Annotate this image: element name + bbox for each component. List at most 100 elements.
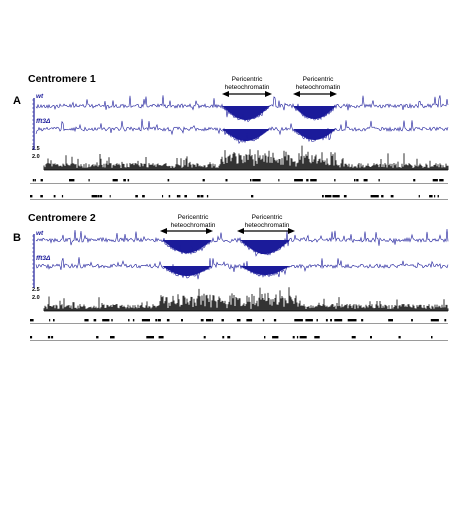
panel-b-annotation-row-1-block <box>325 319 328 322</box>
panel-a-wt-trace <box>35 95 449 123</box>
panel-b-annotation-row-1-block <box>246 319 253 322</box>
panel-a-annotation-row-2-block <box>418 195 420 198</box>
panel-b-region-1-arrow-head-left <box>160 228 167 234</box>
panel-a-coverage <box>43 145 449 170</box>
panel-a-annotation-row-2-block <box>91 195 98 198</box>
panel-b-tick-bottom: 2.0 <box>32 295 40 301</box>
panel-a-annotation-row-1-block <box>310 179 317 182</box>
panel-a-title: Centromere 1 <box>28 73 96 85</box>
panel-b-annotation-row-2-block <box>222 336 225 339</box>
panel-b-coverage <box>43 287 449 311</box>
panel-a-annotation-row-2-block <box>30 195 33 198</box>
panel-a-annotation-row-2-block <box>324 195 332 198</box>
panel-a-annotation-row-2-block <box>109 195 111 198</box>
panel-a-region-2-arrow-head-left <box>293 91 300 97</box>
panel-a-region-1-arrow-head-right <box>265 91 272 97</box>
panel-a-annotation-row-2-block <box>168 195 171 198</box>
panel-b-annotation-row-1-block <box>93 319 97 322</box>
panel-a-annotation-row-1-block <box>413 179 416 182</box>
panel-a-annotation-row-1-block <box>356 179 359 182</box>
panel-b-annotation-row-1-block <box>262 319 265 322</box>
panel-a-annotation-row-1-block <box>69 179 75 182</box>
panel-b-annotation-row-1-block <box>305 319 313 322</box>
panel-b-annotation-row-2-block <box>264 336 266 339</box>
panel-b-annotation-row-1-block <box>444 319 447 322</box>
panel-b-region-2-label: Pericentric heteochromatin <box>227 214 307 230</box>
panel-a-annotation-row-2-block <box>437 195 439 198</box>
panel-a-annotation-row-2-block <box>200 195 204 198</box>
panel-a-annotation-row-1-block <box>40 179 43 182</box>
panel-b-annotation-row-1-block <box>430 319 439 322</box>
panel-b-track-fft3-label: fft3Δ <box>36 255 51 262</box>
panel-b-annotation-row-2-block <box>96 336 99 339</box>
panel-a-annotation-row-2-block <box>98 195 100 198</box>
panel-b-annotation-row-2-block <box>203 336 206 339</box>
panel-b-annotation-row-1-block <box>128 319 130 322</box>
panel-a-annotation-row-2-block <box>184 195 187 198</box>
panel-a-annotation-row-1-block <box>112 179 118 182</box>
panel-b-region-2-arrow-head-right <box>288 228 295 234</box>
panel-b-annotation-row-2-block <box>110 336 115 339</box>
panel-a-annotation-row-1-block <box>439 179 444 182</box>
panel-b-region-1-line1: Pericentric <box>177 214 209 221</box>
panel-a-annotation-row-2-block <box>61 195 64 198</box>
panel-b-fft3-trace <box>35 257 449 280</box>
panel-a-annotation-row-1-block <box>334 179 336 182</box>
panel-b-annotation-row-1-block <box>132 319 135 322</box>
panel-a-annotation-row-1-block <box>278 179 280 182</box>
panel-a-annotation-row-1-block <box>250 179 252 182</box>
panel-a-annotation-row-2-block <box>381 195 384 198</box>
panel-a-annotation-row-1-block <box>123 179 126 182</box>
panel-a-annotation-row-2-block <box>53 195 56 198</box>
panel-a-annotation-row-1-block <box>127 179 130 182</box>
panel-a-annotation-row-2-block <box>179 195 181 198</box>
panel-a-region-2-line2: heteochromatin <box>295 84 341 91</box>
panel-b-annotation-row-1-block <box>166 319 170 322</box>
panel-b-annotation-row-1-block <box>30 319 34 322</box>
panel-a-annotation-row-1-block <box>378 179 380 182</box>
panel-a-annotation-row-1-block <box>306 179 309 182</box>
panel-a-annotation-row-1-block <box>225 179 228 182</box>
panel-a-annotation-row-1-block <box>34 179 36 182</box>
panel-a-region-2-arrow-head-right <box>330 91 337 97</box>
panel-a-annotation-row-1-block <box>354 179 356 182</box>
panel-a-annotation-row-1-block <box>202 179 205 182</box>
panel-a-annotation-row-2-block <box>429 195 433 198</box>
panel-b-fft3-dip-fill <box>162 266 290 276</box>
panel-b-annotation-row-2-block <box>370 336 372 339</box>
panel-b-region-2-line1: Pericentric <box>251 214 283 221</box>
panel-a-annotation-row-1-block <box>294 179 303 182</box>
panel-a-annotation-row-2-block <box>322 195 324 198</box>
panel-a-track-fft3-label: fft3Δ <box>36 118 51 125</box>
panel-a-annotation-row-2-block <box>390 195 394 198</box>
panel-b-annotation-row-1-block <box>155 319 158 322</box>
panel-b-annotation-row-1-block <box>157 319 161 322</box>
panel-b-annotation-row-1-block <box>111 319 113 322</box>
panel-a-annotation-row-1-block <box>167 179 170 182</box>
panel-b-annotation-row-1-block <box>236 319 241 322</box>
panel-b-annotation-row-1-block <box>206 319 212 322</box>
panel-a-track-wt-label: wt <box>36 93 44 100</box>
panel-a-region-2-line1: Pericentric <box>302 76 334 83</box>
panel-a-annotation-row-2-block <box>142 195 145 198</box>
panel-b-annotation-row-1-block <box>221 319 224 322</box>
panel-b-annotation-row-1-block <box>411 319 413 322</box>
panel-b-annotation-row-2-block <box>296 336 299 339</box>
panel-b-annotation-row-1-block <box>316 319 318 322</box>
panel-b-annotation-row-1-block <box>211 319 214 322</box>
panel-b-wt-dip-fill <box>162 240 290 254</box>
panel-b-annotation-row-2-block <box>314 336 320 339</box>
panel-b-annotation-row-2-block <box>47 336 51 339</box>
panel-a-region-1-arrow-head-left <box>222 91 229 97</box>
panel-a-annotation-row-2-block <box>176 195 179 198</box>
panel-a-annotation-row-2-block <box>370 195 379 198</box>
panel-b-title: Centromere 2 <box>28 212 96 224</box>
panel-b-region-1-label: Pericentric heteochromatin <box>153 214 233 230</box>
panel-a-annotation-row-2-block <box>99 195 103 198</box>
panel-b-annotation-row-1-block <box>200 319 204 322</box>
panel-a-region-2-label: Pericentric heteochromatin <box>278 76 358 92</box>
panel-b-wt-trace <box>35 228 449 257</box>
panel-b-annotation-row-2-block <box>227 336 231 339</box>
panel-a-annotation-row-2-block <box>332 195 340 198</box>
